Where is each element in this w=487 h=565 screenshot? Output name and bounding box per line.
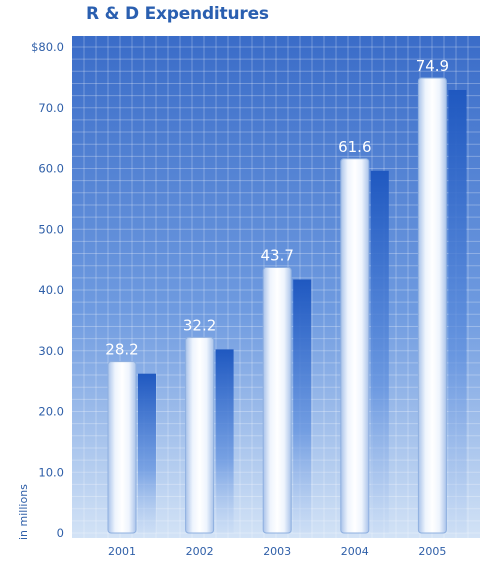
bar xyxy=(417,77,447,534)
x-axis: 2001 2002 2003 2004 2005 xyxy=(108,545,446,558)
value-label: 74.9 xyxy=(416,57,449,75)
bar-shadow xyxy=(370,170,389,533)
value-label: 43.7 xyxy=(260,247,293,265)
x-tick-label: 2001 xyxy=(108,545,136,558)
y-tick-label: 30.0 xyxy=(38,344,64,358)
bar xyxy=(185,336,215,534)
chart-title: R & D Expenditures xyxy=(86,4,269,24)
x-tick-label: 2005 xyxy=(418,545,446,558)
y-axis: 0 10.0 20.0 30.0 40.0 50.0 60.0 70.0 $80.0 xyxy=(31,40,64,540)
y-tick-label: 10.0 xyxy=(38,465,64,479)
bars: 28.2 32.2 43.7 61.6 74.9 xyxy=(105,57,467,534)
y-tick-label: 20.0 xyxy=(38,405,64,419)
value-label: 61.6 xyxy=(338,138,371,156)
bar xyxy=(107,361,137,534)
bar-shadow xyxy=(215,349,234,533)
bar-shadow xyxy=(293,279,312,533)
x-tick-label: 2002 xyxy=(186,545,214,558)
y-tick-label: 0 xyxy=(57,526,64,540)
bar xyxy=(262,267,292,534)
bar-shadow xyxy=(448,89,467,534)
bar-shadow xyxy=(138,373,156,533)
value-label: 28.2 xyxy=(105,341,138,359)
value-label: 32.2 xyxy=(183,316,216,334)
x-tick-label: 2003 xyxy=(263,545,291,558)
y-axis-label: in millions xyxy=(17,484,30,540)
y-tick-label: 70.0 xyxy=(38,101,64,115)
x-tick-label: 2004 xyxy=(341,545,369,558)
bar xyxy=(340,158,370,534)
y-tick-label: $80.0 xyxy=(31,40,64,54)
y-tick-label: 40.0 xyxy=(38,283,64,297)
y-tick-label: 50.0 xyxy=(38,222,64,236)
y-tick-label: 60.0 xyxy=(38,162,64,176)
